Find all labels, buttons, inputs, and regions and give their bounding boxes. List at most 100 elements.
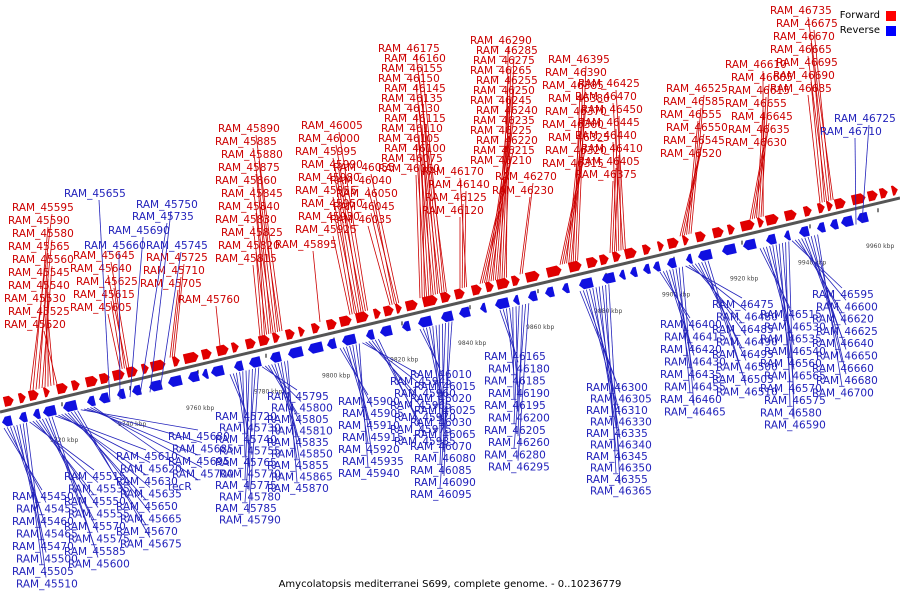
gene-label: RAM_46485 [712, 324, 774, 336]
forward-gene-arrow [84, 375, 98, 388]
gene-leader-line [418, 164, 423, 298]
gene-label: RAM_46000 [298, 133, 360, 145]
gene-leader-line [854, 137, 857, 225]
reverse-gene-arrow [288, 346, 304, 359]
forward-gene-arrow [111, 369, 125, 381]
gene-leader-line [93, 406, 199, 481]
gene-leader-line [3, 427, 43, 491]
reverse-gene-arrow [99, 392, 110, 404]
gene-leader-line [149, 210, 172, 393]
gene-label: RAM_45885 [215, 136, 277, 148]
forward-gene-arrow [372, 308, 381, 319]
gene-leader-line [70, 411, 151, 513]
gene-label: RAM_46015 [414, 381, 476, 393]
gene-label: RAM_46580 [760, 407, 822, 419]
gene-leader-line [264, 365, 302, 402]
reverse-upper-labels-0: RAM_45655RAM_45660RAM_45690RAM_45735RAM_… [64, 188, 208, 402]
gene-label: RAM_46500 [716, 362, 778, 374]
gene-label: RAM_46545 [663, 135, 725, 147]
gene-leader-line [794, 239, 847, 301]
gene-leader-line [284, 361, 302, 471]
forward-gene-arrow [585, 256, 598, 269]
gene-label: RAM_45805 [267, 414, 329, 426]
gene-label: RAM_46510 [716, 387, 778, 399]
gene-label: RAM_45750 [136, 199, 198, 211]
gene-label: RAM_46110 [381, 123, 443, 135]
forward-gene-arrow [453, 288, 465, 300]
gene-leader-line [415, 54, 447, 292]
gene-label: RAM_46040 [330, 175, 392, 187]
gene-label: RAM_46660 [812, 363, 874, 375]
reverse-gene-arrow [527, 290, 538, 302]
gene-leader-line [758, 96, 767, 218]
gene-label: RAM_45695 [168, 456, 230, 468]
legend-reverse-label: Reverse [839, 25, 880, 36]
reverse-gene-arrow [685, 253, 693, 264]
gene-label: RAM_46555 [660, 109, 722, 121]
legend-forward-label: Forward [839, 10, 880, 21]
forward-gene-arrow [470, 284, 482, 296]
gene-leader-line [252, 147, 281, 332]
gene-label: RAM_46155 [381, 63, 443, 75]
gene-label: RAM_45860 [215, 175, 277, 187]
gene-leader-line [258, 199, 272, 334]
reverse-gene-arrow [379, 325, 393, 337]
reverse-gene-arrow [270, 351, 282, 363]
reverse-gene-arrow [562, 282, 570, 294]
gene-label: RAM_46135 [381, 93, 443, 105]
gene-leader-line [338, 131, 368, 311]
forward-gene-arrow [598, 254, 609, 266]
gene-leader-line [229, 374, 246, 411]
gene-leader-line [609, 180, 614, 253]
reverse-gene-arrow [721, 243, 737, 256]
gene-label: RAM_46735 [770, 5, 832, 17]
gene-label: RAM_45610 [116, 451, 178, 463]
gene-leader-line [686, 120, 699, 235]
gene-leader-line [6, 427, 47, 503]
axis-tick-label: 9920 kbp [730, 275, 758, 282]
forward-labels-group-0: RAM_45595RAM_45590RAM_45580RAM_45565RAM_… [4, 202, 74, 391]
forward-labels-group-14: RAM_46520RAM_46545RAM_46550RAM_46555RAM_… [660, 83, 728, 237]
gene-label: RAM_46675 [776, 18, 838, 30]
gene-label: RAM_46320 [545, 145, 607, 157]
gene-leader-line [287, 360, 298, 483]
gene-label: RAM_45600 [68, 559, 130, 571]
gene-leader-line [338, 170, 362, 313]
forward-gene-arrow [726, 224, 735, 235]
reverse-gene-arrow [602, 271, 616, 284]
gene-leader-line [415, 114, 434, 296]
gene-label: RAM_46655 [725, 98, 787, 110]
gene-leader-line [426, 327, 441, 393]
gene-label: RAM_45635 [120, 489, 182, 501]
reverse-gene-arrow [799, 225, 810, 237]
gene-label: RAM_46230 [492, 185, 554, 197]
forward-gene-arrow [495, 277, 510, 290]
forward-gene-arrow [257, 334, 270, 347]
gene-leader-line [255, 134, 283, 331]
gene-leader-line [684, 133, 705, 236]
gene-label: RAM_46425 [578, 78, 640, 90]
gene-label: RAM_46430 [664, 357, 726, 369]
forward-gene-arrow [656, 241, 664, 252]
gene-leader-line [110, 261, 130, 368]
gene-label: RAM_46145 [384, 83, 446, 95]
gene-leader-line [255, 251, 263, 336]
gene-leader-line [367, 186, 397, 304]
gene-label: RAM_46305 [590, 394, 652, 406]
forward-gene-arrow [394, 303, 402, 314]
gene-label: RAM_45555 [68, 509, 130, 521]
forward-gene-arrow [484, 281, 494, 293]
gene-label: RAM_46020 [410, 393, 472, 405]
gene-leader-line [349, 345, 373, 432]
gene-leader-line [439, 323, 446, 465]
gene-label: RAM_45745 [146, 240, 208, 252]
reverse-gene-arrow [117, 388, 126, 400]
gene-leader-line [813, 68, 825, 203]
gene-leader-line [338, 209, 355, 314]
gene-leader-line [760, 83, 770, 218]
gene-label: RAM_46255 [476, 75, 538, 87]
reverse-lower-labels-6: RAM_46400RAM_46415RAM_46420RAM_46430RAM_… [659, 260, 778, 419]
gene-leader-line [374, 339, 421, 424]
forward-gene-arrow [878, 187, 888, 199]
